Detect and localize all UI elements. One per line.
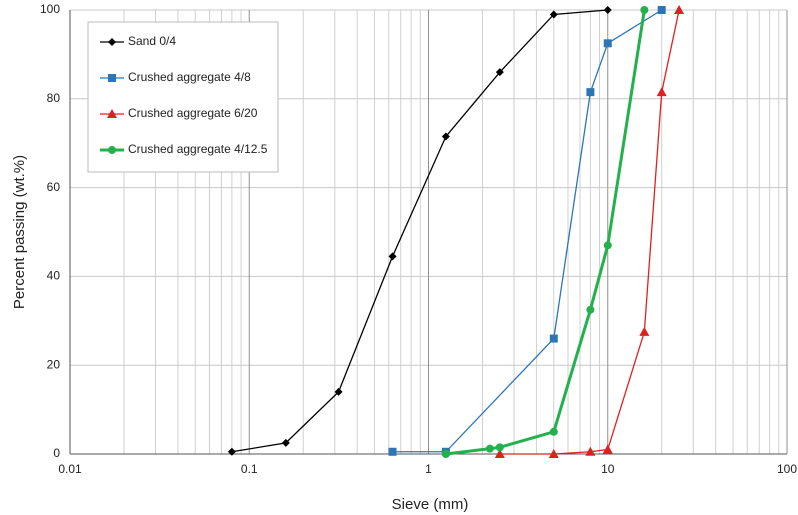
x-tick-label: 0.1 [241,462,258,476]
marker [548,449,559,458]
y-axis-title: Percent passing (wt.%) [11,155,28,309]
marker [602,444,613,454]
y-tick-label: 40 [47,269,61,283]
x-axis-title: Sieve (mm) [392,496,469,513]
series-line [392,9,663,453]
legend-label: Sand 0/4 [128,34,176,48]
marker [441,450,450,458]
marker [108,74,116,82]
marker [603,6,612,14]
marker [549,10,558,19]
x-tick-label: 0.01 [58,462,82,476]
marker [603,241,612,250]
marker [227,447,236,456]
legend: Sand 0/4 Crushed aggregate 4/8 Crushed agg… [87,21,279,173]
marker [441,132,450,141]
marker [586,88,595,97]
marker [388,252,397,261]
marker [108,38,116,46]
marker [657,6,666,14]
marker [334,387,343,396]
marker [640,6,649,14]
y-tick-label: 20 [47,357,61,371]
marker [494,449,505,458]
legend-label: Crushed aggregate 4/8 [128,70,251,84]
series-line [499,9,680,455]
marker [108,146,116,154]
marker [388,447,397,456]
marker [674,5,685,14]
marker [586,305,595,314]
y-tick-label: 100 [40,2,60,16]
legend-box [87,21,279,173]
x-tick-label: 1 [425,462,432,476]
x-tick-label: 10 [601,462,615,476]
marker [585,446,596,456]
marker [281,438,290,447]
marker [495,443,504,452]
marker [549,334,558,343]
series-line [231,9,608,453]
y-tick-label: 0 [53,446,60,460]
x-tick-label: 100 [777,462,797,476]
marker [603,39,612,48]
legend-label: Crushed aggregate 6/20 [128,106,258,120]
marker [639,326,650,336]
y-tick-label: 60 [47,180,61,194]
series-line [445,9,646,456]
marker [495,68,504,77]
y-tick-label: 80 [47,91,61,105]
marker [485,444,494,453]
marker [107,109,117,118]
legend-label: Crushed aggregate 4/12.5 [128,142,268,156]
marker [656,87,667,97]
marker [549,427,558,436]
